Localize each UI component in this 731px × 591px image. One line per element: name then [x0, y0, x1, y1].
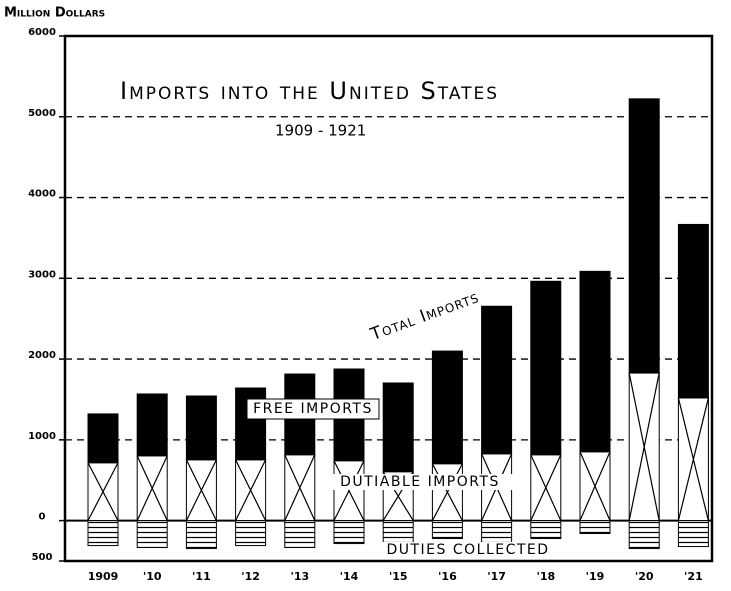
bar-segment — [185, 520, 217, 550]
bar-segment — [382, 382, 414, 473]
x-tick-label: '19 — [586, 570, 605, 583]
bar-segment — [87, 520, 119, 547]
hatch — [628, 372, 660, 521]
bar-segment — [235, 520, 267, 547]
hatch — [87, 462, 119, 521]
chart-subtitle: 1909 - 1921 — [275, 122, 366, 140]
bar-segment — [579, 270, 611, 453]
label-bg — [368, 542, 568, 558]
bar-segment — [333, 520, 365, 545]
bar-segment — [284, 520, 316, 549]
bar-segment — [481, 305, 513, 455]
x-tick-label: '10 — [143, 570, 162, 583]
y-tick-label: 4000 — [28, 189, 56, 200]
y-tick-label: 6000 — [28, 27, 56, 38]
bar-segment — [431, 350, 463, 465]
x-tick-label: '20 — [635, 570, 654, 583]
y-tick-label: 2000 — [28, 350, 56, 361]
bar-segment — [628, 520, 660, 550]
bar-segment — [677, 223, 709, 399]
legend-label: Free Imports — [253, 401, 373, 417]
bar-segment — [87, 413, 119, 464]
legend-label: Dutiable Imports — [340, 474, 500, 490]
bar-segment — [579, 520, 611, 535]
hatch — [579, 451, 611, 521]
label-bg — [320, 474, 520, 490]
x-tick-label: '11 — [192, 570, 211, 583]
x-tick-label: '14 — [340, 570, 359, 583]
hatch — [677, 397, 709, 521]
x-tick-label: '16 — [438, 570, 457, 583]
hatch — [333, 460, 365, 521]
hatch — [235, 459, 267, 521]
bar-segment — [628, 98, 660, 374]
y-tick-label: 500 — [32, 552, 53, 563]
y-tick-label: 3000 — [28, 269, 56, 280]
x-tick-label: '21 — [684, 570, 703, 583]
y-axis-label: Million Dollars — [4, 6, 105, 21]
plot-frame — [63, 34, 714, 563]
bar-segment — [677, 520, 709, 548]
annotation: Total Imports — [367, 287, 482, 345]
chart-title: Imports into the United States — [120, 77, 499, 105]
bar-segment — [530, 280, 562, 456]
x-tick-label: '18 — [536, 570, 555, 583]
bar-segment — [530, 520, 562, 540]
hatch — [185, 459, 217, 521]
bar-segment — [431, 520, 463, 540]
bar-segment — [185, 395, 217, 461]
hatch — [530, 454, 562, 521]
x-tick-label: '13 — [290, 570, 309, 583]
y-tick-label: 5000 — [28, 108, 56, 119]
x-tick-label: 1909 — [88, 570, 119, 583]
x-tick-label: '12 — [241, 570, 260, 583]
bar-segment — [382, 520, 414, 547]
hatch — [136, 455, 168, 521]
y-tick-label: 0 — [39, 512, 46, 523]
x-tick-label: '17 — [487, 570, 506, 583]
bar-segment — [136, 520, 168, 549]
bar-segment — [481, 520, 513, 546]
hatch — [431, 463, 463, 521]
x-tick-label: '15 — [389, 570, 408, 583]
bar-segment — [136, 393, 168, 457]
hatch — [284, 454, 316, 521]
label-box — [246, 398, 380, 420]
y-tick-label: 1000 — [28, 431, 56, 442]
legend-label: Duties Collected — [386, 542, 549, 558]
